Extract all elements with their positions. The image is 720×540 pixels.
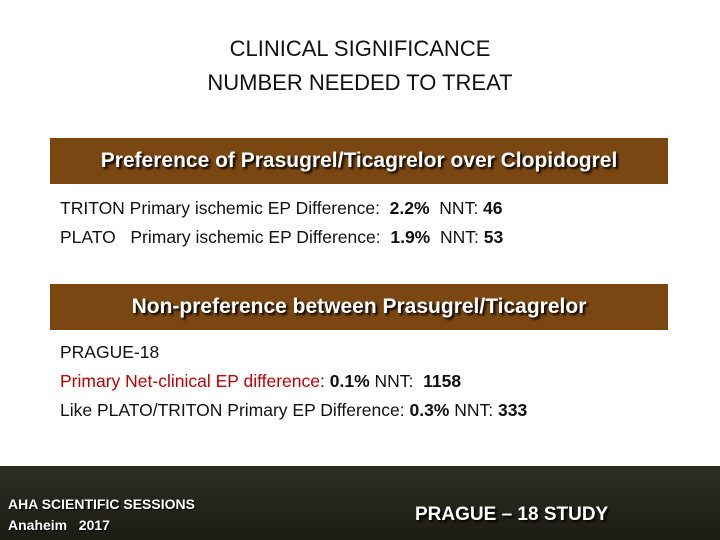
- section-heading: Preference of Prasugrel/Ticagrelor over …: [50, 138, 668, 184]
- value: 0.3%: [409, 400, 450, 420]
- value: 0.1%: [329, 371, 370, 391]
- footer-text: AHA SCIENTIFIC SESSIONS: [8, 496, 195, 512]
- text: Primary Net-clinical EP difference: [60, 371, 321, 391]
- text: PRAGUE-18: [60, 342, 160, 362]
- text: PLATO Primary ischemic EP Difference:: [60, 227, 391, 247]
- section-heading: Non-preference between Prasugrel/Ticagre…: [50, 284, 668, 330]
- text: Like PLATO/TRITON Primary EP Difference:: [60, 400, 410, 420]
- footer-text: Anaheim 2017: [8, 517, 110, 533]
- text-line: Like PLATO/TRITON Primary EP Difference:…: [60, 400, 527, 421]
- value: 53: [483, 227, 504, 247]
- title-line: CLINICAL SIGNIFICANCE: [229, 36, 491, 61]
- text-line: Primary Net-clinical EP difference: 0.1%…: [60, 371, 461, 392]
- text: TRITON Primary ischemic EP Difference:: [60, 198, 390, 218]
- value: 2.2%: [389, 198, 430, 218]
- value: 333: [497, 400, 528, 420]
- text: NNT:: [449, 400, 498, 420]
- text-line: TRITON Primary ischemic EP Difference: 2…: [60, 198, 503, 219]
- text-line: PLATO Primary ischemic EP Difference: 1.…: [60, 227, 503, 248]
- text-line: PRAGUE-18: [60, 342, 159, 363]
- text: NNT:: [429, 198, 484, 218]
- footer-study: PRAGUE – 18 STUDY: [415, 504, 609, 525]
- text: NNT:: [430, 227, 484, 247]
- value: 1.9%: [390, 227, 431, 247]
- title-line: NUMBER NEEDED TO TREAT: [207, 70, 513, 95]
- text: NNT:: [369, 371, 424, 391]
- value: 1158: [423, 371, 462, 391]
- value: 46: [483, 198, 503, 218]
- footer: AHA SCIENTIFIC SESSIONS Anaheim 2017 PRA…: [0, 466, 720, 540]
- text: :: [320, 371, 330, 391]
